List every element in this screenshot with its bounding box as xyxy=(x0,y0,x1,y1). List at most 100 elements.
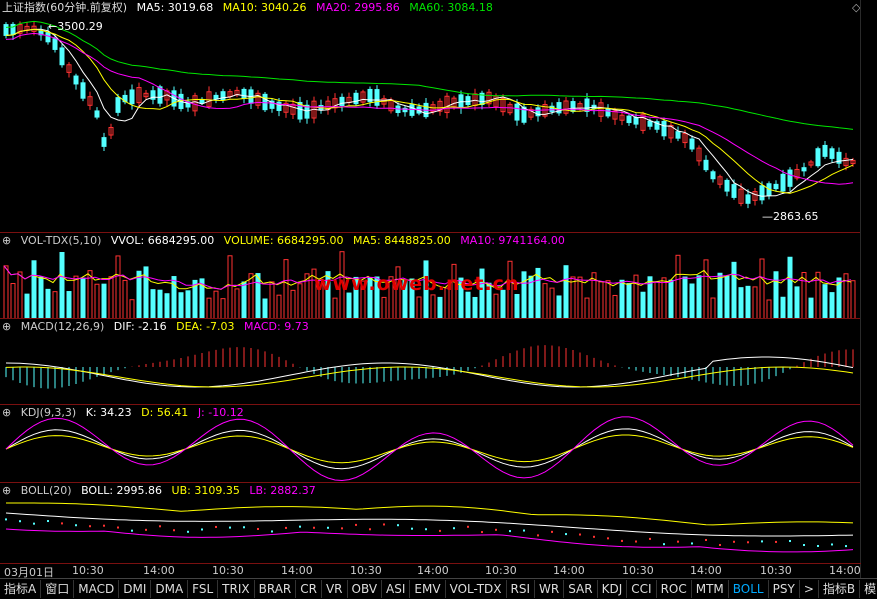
tab-19[interactable]: ROC xyxy=(657,580,692,598)
volume-bar xyxy=(199,278,205,319)
boll-price-dot xyxy=(719,543,721,546)
time-axis-label: 14:00 xyxy=(417,564,449,577)
boll-price-dot xyxy=(33,522,35,525)
j-line xyxy=(5,416,854,482)
boll-chart[interactable] xyxy=(0,483,861,564)
toggle-icon[interactable]: ⊕ xyxy=(2,484,12,497)
boll-price-dot xyxy=(663,543,665,546)
volume-bar xyxy=(682,276,688,319)
volume-bar xyxy=(290,289,296,319)
boll-price-dot xyxy=(649,537,651,540)
candle-body xyxy=(675,131,681,139)
candle-body xyxy=(276,101,282,111)
volume-bar xyxy=(773,271,779,319)
candle-body xyxy=(549,105,555,112)
candle-body xyxy=(220,91,226,101)
candle-body xyxy=(829,148,835,159)
macd-panel[interactable]: ⊕ MACD(12,26,9) DIF: -2.16 DEA: -7.03 MA… xyxy=(0,318,861,404)
time-axis: 03月01日 10:30 14:00 10:30 14:00 10:30 14:00 10:3… xyxy=(0,563,861,579)
boll-price-dot xyxy=(131,529,133,532)
indicator-tab-bar: 指标A 窗口 MACD DMI DMA FSL TRIX BRAR CR VR OBV ASI EMV V… xyxy=(0,578,877,599)
candle-body xyxy=(206,91,212,107)
candle-body xyxy=(738,188,744,204)
tab-15[interactable]: WR xyxy=(535,580,565,598)
tab-20[interactable]: MTM xyxy=(692,580,729,598)
tab-1[interactable]: 窗口 xyxy=(41,580,75,598)
volume-chart[interactable] xyxy=(0,233,861,319)
volume-bar xyxy=(591,272,597,319)
candle-body xyxy=(465,96,471,106)
right-scrollbar[interactable] xyxy=(860,0,877,578)
candle-body xyxy=(500,97,506,113)
tab-4[interactable]: DMA xyxy=(151,580,189,598)
tab-9[interactable]: VR xyxy=(322,580,348,598)
tab-22[interactable]: PSY xyxy=(769,580,800,598)
volume-header: ⊕ VOL-TDX(5,10) VVOL: 6684295.00 VOLUME:… xyxy=(2,234,571,248)
volume-bar xyxy=(38,276,44,319)
boll-price-dot xyxy=(803,544,805,547)
tab-7[interactable]: BRAR xyxy=(255,580,297,598)
boll-price-dot xyxy=(327,526,329,529)
volume-bar xyxy=(626,283,632,319)
tab-0[interactable]: 指标A xyxy=(0,580,42,598)
volume-bar xyxy=(332,297,338,319)
candle-body xyxy=(521,106,527,123)
tab-6[interactable]: TRIX xyxy=(218,580,255,598)
volume-bar xyxy=(829,292,835,319)
volume-bar xyxy=(318,278,324,319)
time-axis-label: 14:00 xyxy=(281,564,313,577)
volume-bar xyxy=(752,286,758,319)
boll-price-dot xyxy=(579,533,581,536)
volume-bar xyxy=(640,291,646,319)
tab-5[interactable]: FSL xyxy=(188,580,219,598)
toggle-icon[interactable]: ⊕ xyxy=(2,406,12,419)
volume-bar xyxy=(815,271,821,319)
boll-price-dot xyxy=(691,542,693,545)
tab-11[interactable]: ASI xyxy=(382,580,411,598)
tab-18[interactable]: CCI xyxy=(627,580,657,598)
tab-23[interactable]: > xyxy=(800,580,819,598)
tab-16[interactable]: SAR xyxy=(564,580,598,598)
volume-bar xyxy=(395,266,401,319)
tab-17[interactable]: KDJ xyxy=(598,580,628,598)
volume-bar xyxy=(507,260,513,319)
macd-chart[interactable] xyxy=(0,319,861,405)
tab-2[interactable]: MACD xyxy=(74,580,120,598)
ma60-label: MA60: 3084.18 xyxy=(409,1,493,14)
tab-8[interactable]: CR xyxy=(296,580,322,598)
candle-body xyxy=(94,110,100,118)
diamond-icon[interactable]: ◇ xyxy=(852,1,861,14)
toggle-icon[interactable]: ⊕ xyxy=(2,234,12,247)
tab-25[interactable]: 模 xyxy=(860,580,877,598)
tab-21[interactable]: BOLL xyxy=(729,580,769,598)
tab-10[interactable]: OBV xyxy=(348,580,383,598)
candle-body xyxy=(402,107,408,113)
candle-body xyxy=(703,159,709,171)
volume-bar xyxy=(416,296,422,319)
boll-price-dot xyxy=(439,529,441,532)
kline-chart[interactable]: ←3500.29 —2863.65 xyxy=(0,0,861,232)
kline-panel[interactable]: 上证指数(60分钟.前复权) MA5: 3019.68 MA10: 3040.2… xyxy=(0,0,861,232)
kdj-header: ⊕ KDJ(9,3,3) K: 34.23 D: 56.41 J: -10.12 xyxy=(2,406,250,420)
volume-bar xyxy=(766,299,772,319)
kdj-panel[interactable]: ⊕ KDJ(9,3,3) K: 34.23 D: 56.41 J: -10.12 xyxy=(0,404,861,482)
ma20-label: MA20: 2995.86 xyxy=(316,1,400,14)
volume-panel[interactable]: ⊕ VOL-TDX(5,10) VVOL: 6684295.00 VOLUME:… xyxy=(0,232,861,319)
candle-body xyxy=(689,138,695,150)
volume-bar xyxy=(241,281,247,319)
kdj-chart[interactable] xyxy=(0,405,861,483)
tab-13[interactable]: VOL-TDX xyxy=(446,580,507,598)
volume-bar xyxy=(10,283,16,319)
boll-price-dot xyxy=(733,540,735,543)
toggle-icon[interactable]: ⊕ xyxy=(2,320,12,333)
boll-price-dot xyxy=(761,540,763,543)
boll-price-dot xyxy=(145,528,147,531)
boll-price-dot xyxy=(817,544,819,547)
volume-bar xyxy=(654,281,660,319)
tab-24[interactable]: 指标B xyxy=(819,580,861,598)
tab-3[interactable]: DMI xyxy=(119,580,152,598)
tab-14[interactable]: RSI xyxy=(507,580,536,598)
boll-panel[interactable]: ⊕ BOLL(20) BOLL: 2995.86 UB: 3109.35 LB:… xyxy=(0,482,861,563)
tab-12[interactable]: EMV xyxy=(410,580,446,598)
volume-bar xyxy=(31,260,37,319)
